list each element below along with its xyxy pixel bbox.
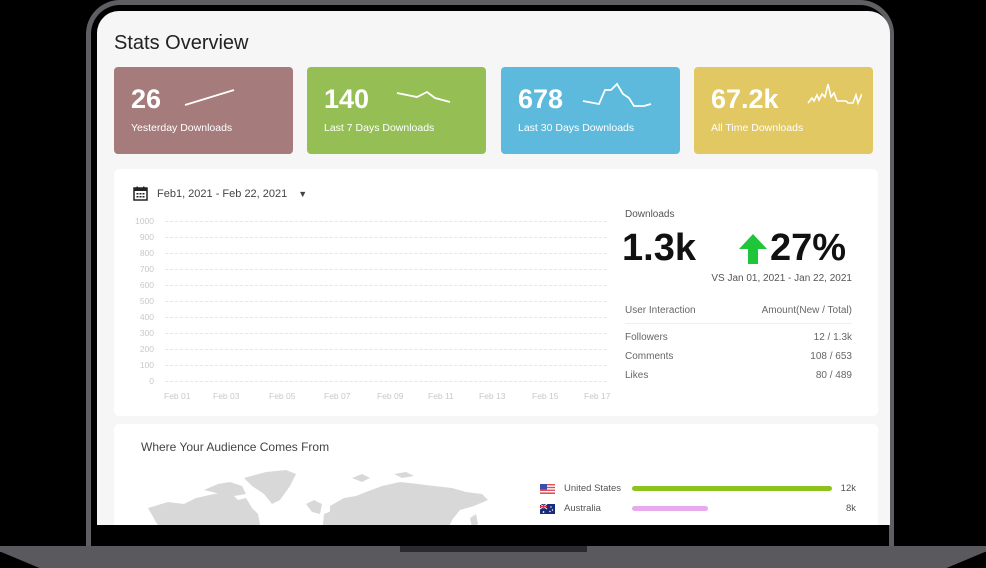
y-tick: 600 xyxy=(139,280,154,290)
y-tick: 100 xyxy=(139,360,154,370)
stat-value: 26 xyxy=(131,84,162,114)
column-header: Amount(New / Total) xyxy=(761,305,852,316)
stat-value: 67.2k xyxy=(711,84,779,114)
country-bar-fill xyxy=(632,486,832,491)
laptop-notch xyxy=(400,546,587,552)
downloads-change: 27% xyxy=(738,227,846,270)
x-tick: Feb 11 xyxy=(428,391,454,401)
au-flag-icon xyxy=(540,503,555,514)
row-label: Followers xyxy=(625,332,668,343)
x-tick: Feb 13 xyxy=(479,391,506,401)
grid-line xyxy=(165,333,607,334)
y-tick: 0 xyxy=(149,376,154,386)
x-tick: Feb 01 xyxy=(164,391,191,401)
downloads-change-value: 27% xyxy=(770,227,847,269)
country-bar xyxy=(632,486,832,491)
stat-value: 678 xyxy=(518,84,564,114)
world-map-icon xyxy=(148,470,488,525)
country-row-united-states: United States 12k xyxy=(540,483,856,494)
y-tick: 800 xyxy=(139,248,154,258)
us-flag-icon xyxy=(540,483,555,494)
sparkline-rising-icon xyxy=(184,89,235,106)
table-row: Followers 12 / 1.3k xyxy=(625,332,852,343)
dashboard-screen: Stats Overview 26 Yesterday Downloads 14… xyxy=(97,11,890,525)
row-value: 108 / 653 xyxy=(810,351,852,362)
table-row: Comments 108 / 653 xyxy=(625,351,852,362)
row-label: Likes xyxy=(625,370,649,381)
downloads-label: Downloads xyxy=(625,209,675,220)
audience-panel: Where Your Audience Comes From United St… xyxy=(114,424,878,525)
table-row: Likes 80 / 489 xyxy=(625,370,852,381)
stat-value: 140 xyxy=(324,84,370,114)
audience-title: Where Your Audience Comes From xyxy=(141,440,330,454)
x-tick: Feb 17 xyxy=(584,391,611,401)
calendar-icon xyxy=(133,186,148,201)
country-name: United States xyxy=(564,483,622,494)
caret-down-icon[interactable]: ▼ xyxy=(298,188,308,199)
y-tick: 900 xyxy=(139,232,154,242)
stat-card-last-7-days[interactable]: 140 Last 7 Days Downloads xyxy=(307,67,486,154)
up-arrow-icon xyxy=(739,233,767,264)
row-label: Comments xyxy=(625,351,674,362)
sparkline-peak-icon xyxy=(582,82,652,107)
x-tick: Feb 05 xyxy=(269,391,296,401)
sparkline-flat-bump-icon xyxy=(396,90,451,103)
grid-line xyxy=(165,237,607,238)
country-bar-fill xyxy=(632,506,708,511)
stat-card-last-30-days[interactable]: 678 Last 30 Days Downloads xyxy=(501,67,680,154)
grid-line xyxy=(165,285,607,286)
stat-card-all-time[interactable]: 67.2k All Time Downloads xyxy=(694,67,873,154)
stat-label: Last 30 Days Downloads xyxy=(518,122,635,134)
laptop-base xyxy=(0,546,986,568)
stat-label: Last 7 Days Downloads xyxy=(324,122,435,134)
grid-line xyxy=(165,301,607,302)
date-range-label: Feb1, 2021 - Feb 22, 2021 xyxy=(157,187,288,200)
country-row-australia: Australia 8k xyxy=(540,503,856,514)
country-value: 12k xyxy=(840,483,856,494)
y-tick: 700 xyxy=(139,264,154,274)
country-value: 8k xyxy=(845,503,856,514)
y-tick: 1000 xyxy=(135,216,154,226)
row-value: 80 / 489 xyxy=(815,370,852,381)
country-bar xyxy=(632,506,832,511)
sparkline-noisy-icon xyxy=(807,83,862,106)
row-value: 12 / 1.3k xyxy=(813,332,852,343)
x-tick: Feb 09 xyxy=(377,391,404,401)
grid-line xyxy=(165,381,607,382)
grid-line xyxy=(165,253,607,254)
date-range-picker[interactable]: Feb1, 2021 - Feb 22, 2021 ▼ xyxy=(133,186,307,201)
downloads-value: 1.3k xyxy=(622,227,696,269)
y-tick: 400 xyxy=(139,312,154,322)
grid-line xyxy=(165,221,607,222)
stat-label: All Time Downloads xyxy=(711,122,804,134)
grid-line xyxy=(165,349,607,350)
grid-line xyxy=(165,269,607,270)
comparison-range: VS Jan 01, 2021 - Jan 22, 2021 xyxy=(711,273,852,284)
y-tick: 500 xyxy=(139,296,154,306)
page-title: Stats Overview xyxy=(114,32,249,54)
y-tick: 300 xyxy=(139,328,154,338)
table-header: User Interaction Amount(New / Total) xyxy=(625,305,852,324)
downloads-chart-panel: Feb1, 2021 - Feb 22, 2021 ▼ 1000 900 800… xyxy=(114,169,878,416)
x-tick: Feb 03 xyxy=(213,391,240,401)
y-tick: 200 xyxy=(139,344,154,354)
column-header: User Interaction xyxy=(625,305,696,316)
x-tick: Feb 07 xyxy=(324,391,351,401)
grid-line xyxy=(165,317,607,318)
stat-card-yesterday[interactable]: 26 Yesterday Downloads xyxy=(114,67,293,154)
stat-label: Yesterday Downloads xyxy=(131,122,233,134)
grid-line xyxy=(165,365,607,366)
x-tick: Feb 15 xyxy=(532,391,559,401)
country-name: Australia xyxy=(564,503,601,514)
user-interaction-table: User Interaction Amount(New / Total) Fol… xyxy=(625,305,852,381)
